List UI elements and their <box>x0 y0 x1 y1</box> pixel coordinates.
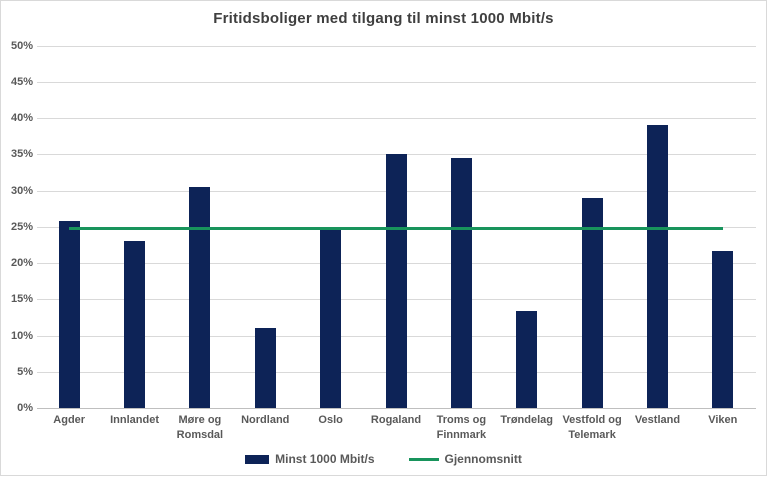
bar <box>712 251 734 408</box>
bar <box>254 328 276 408</box>
average-line-swatch-icon <box>408 457 439 461</box>
legend-item-bar-series: Minst 1000 Mbit/s <box>245 452 375 466</box>
bar <box>581 197 603 408</box>
bar <box>385 154 407 408</box>
y-axis-tick-label: 25% <box>10 220 33 233</box>
y-axis-tick-label: 50% <box>10 39 33 52</box>
x-axis-tick-label: Vestfold og Telemark <box>562 414 622 441</box>
bar <box>450 157 472 408</box>
y-axis-tick-label: 0% <box>17 402 33 414</box>
x-axis-tick-label: Møre og Romsdal <box>176 414 224 441</box>
bar <box>516 310 538 408</box>
x-axis-tick-label: Agder <box>53 414 86 426</box>
bar <box>320 230 342 408</box>
bar <box>58 220 80 408</box>
gridline <box>36 45 756 47</box>
legend-label-average-line: Gjennomsnitt <box>444 452 522 466</box>
x-axis-tick-label: Innlandet <box>110 414 159 426</box>
bar <box>124 241 146 408</box>
x-axis-tick-label: Trøndelag <box>500 414 553 426</box>
legend-label-bar-series: Minst 1000 Mbit/s <box>275 452 375 466</box>
y-axis-tick-label: 15% <box>10 293 33 306</box>
bar <box>646 125 668 408</box>
y-axis-tick-label: 20% <box>10 257 33 269</box>
average-line <box>69 227 723 231</box>
x-axis-tick-label: Troms og Finnmark <box>436 414 487 441</box>
x-axis-tick-label: Vestland <box>634 414 681 426</box>
bar <box>189 186 211 408</box>
y-axis-tick-label: 30% <box>10 184 33 197</box>
x-axis-tick-label: Nordland <box>241 414 290 426</box>
gridline <box>36 118 756 119</box>
chart-title: Fritidsboliger med tilgang til minst 100… <box>213 10 554 27</box>
x-axis-tick-label: Oslo <box>318 414 343 426</box>
bar-series-swatch-icon <box>245 454 270 464</box>
y-axis-tick-label: 40% <box>10 112 33 124</box>
legend-item-average-line: Gjennomsnitt <box>408 452 522 466</box>
y-axis-tick-label: 5% <box>17 365 33 378</box>
legend: Minst 1000 Mbit/s Gjennomsnitt <box>1 452 766 466</box>
x-axis-tick-label: Viken <box>708 414 738 426</box>
y-axis-tick-label: 35% <box>10 148 33 161</box>
y-axis-tick-label: 45% <box>10 75 33 88</box>
y-axis-tick-label: 10% <box>10 329 33 342</box>
x-axis-tick-label: Rogaland <box>370 414 422 426</box>
gridline <box>36 81 756 83</box>
gridline <box>36 408 756 409</box>
